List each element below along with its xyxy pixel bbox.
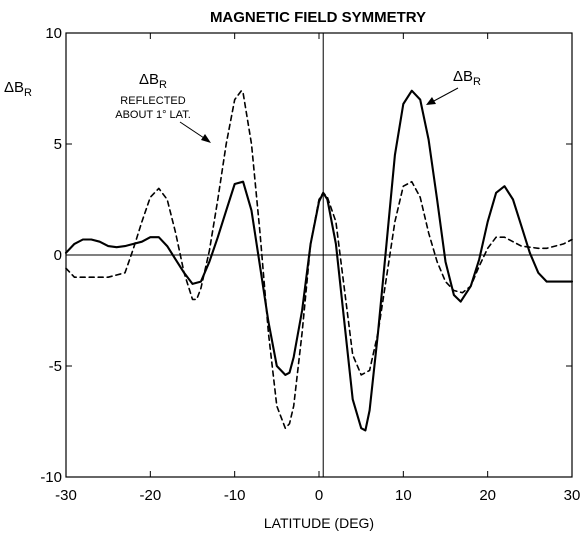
annotation-reflected-label: ΔBR bbox=[139, 71, 167, 91]
y-tick-label: -10 bbox=[40, 469, 62, 486]
y-axis-label-main: ΔB bbox=[4, 79, 24, 96]
x-tick-label: -30 bbox=[55, 487, 77, 504]
x-tick-label: 20 bbox=[479, 487, 496, 504]
y-axis-label: ΔBR bbox=[4, 79, 32, 99]
x-tick-label: 0 bbox=[315, 487, 323, 504]
y-tick-label: 0 bbox=[54, 247, 62, 264]
x-tick-label: -20 bbox=[139, 487, 161, 504]
x-tick-label: -10 bbox=[224, 487, 246, 504]
annotation-reflected-main: ΔB bbox=[139, 71, 159, 88]
series-solid-line bbox=[64, 89, 574, 432]
y-tick-label: 5 bbox=[54, 136, 62, 153]
annotation-reflected-line2: ABOUT 1° LAT. bbox=[115, 109, 191, 121]
x-tick-label: 30 bbox=[564, 487, 581, 504]
annotation-reflected-line1: REFLECTED bbox=[120, 95, 185, 107]
annotation-reflected-sub: R bbox=[159, 79, 167, 91]
chart-title: MAGNETIC FIELD SYMMETRY bbox=[210, 9, 426, 26]
y-tick-label: -5 bbox=[49, 358, 62, 375]
annotation-solid-arrowhead bbox=[426, 97, 436, 105]
annotation-solid-arrow-line bbox=[431, 87, 459, 103]
annotation-reflected-arrow-line bbox=[179, 121, 208, 141]
series-layer bbox=[64, 89, 574, 432]
x-tick-label: 10 bbox=[395, 487, 412, 504]
annotation-reflected-arrowhead bbox=[201, 134, 211, 143]
axis-ticks: -30 -20 -10 0 10 20 30 -10 -5 0 5 10 bbox=[40, 25, 580, 504]
y-tick-label: 10 bbox=[45, 25, 62, 42]
reference-lines bbox=[66, 33, 572, 477]
annotation-solid-label: ΔBR bbox=[453, 68, 481, 88]
annotation-solid-sub: R bbox=[473, 76, 481, 88]
series-reflected-line bbox=[65, 89, 573, 429]
annotation-solid-main: ΔB bbox=[453, 68, 473, 85]
y-axis-label-sub: R bbox=[24, 87, 32, 99]
x-axis-label: LATITUDE (DEG) bbox=[264, 515, 374, 531]
